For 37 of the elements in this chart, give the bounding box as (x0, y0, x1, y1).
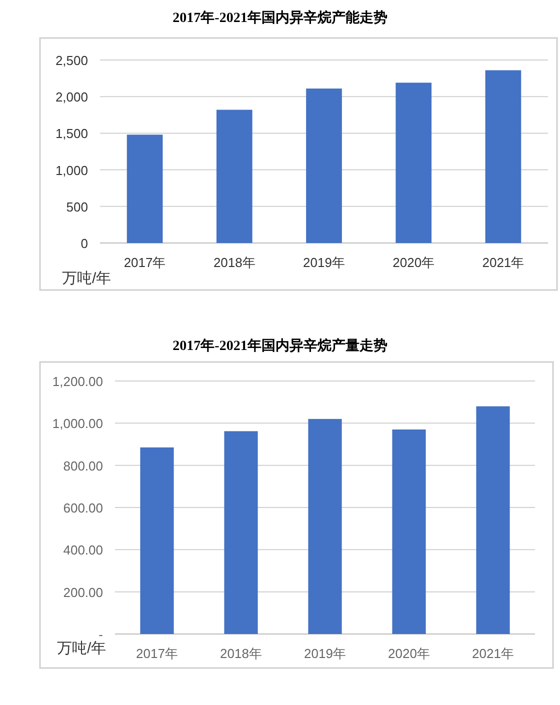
bar (306, 88, 342, 243)
bar (224, 431, 258, 634)
chart-title: 2017年-2021年国内异辛烷产能走势 (172, 9, 388, 26)
x-tick-label: 2019年 (304, 646, 346, 661)
y-tick-label: - (98, 627, 103, 642)
bar (392, 429, 426, 634)
bar (126, 134, 163, 243)
y-tick-label: 600.00 (63, 500, 103, 516)
x-tick-label: 2021年 (472, 646, 514, 661)
y-tick-label: 200.00 (63, 584, 103, 600)
y-tick-label: 0 (80, 236, 88, 251)
x-tick-label: 2020年 (392, 255, 435, 270)
y-tick-label: 800.00 (63, 458, 103, 474)
bar (396, 82, 432, 243)
x-tick-label: 2021年 (482, 255, 524, 270)
y-axis-title: 万吨/年 (62, 270, 112, 287)
bar (476, 406, 510, 634)
y-tick-label: 2,500 (55, 53, 88, 68)
y-tick-label: 2,000 (55, 90, 88, 105)
x-tick-label: 2017年 (136, 646, 178, 661)
y-axis-title: 万吨/年 (57, 640, 106, 657)
y-tick-label: 400.00 (63, 542, 103, 558)
y-tick-label: 1,500 (55, 126, 88, 142)
x-tick-label: 2020年 (388, 646, 430, 661)
y-tick-label: 500 (66, 199, 88, 214)
x-tick-label: 2017年 (124, 255, 166, 270)
bar (485, 70, 522, 243)
y-tick-label: 1,000 (55, 162, 88, 178)
x-tick-label: 2018年 (220, 646, 262, 661)
bar (216, 110, 252, 243)
x-tick-label: 2018年 (213, 255, 256, 270)
y-tick-label: 1,000.00 (52, 416, 103, 432)
y-tick-label: 1,200.00 (52, 374, 103, 389)
bar (308, 418, 342, 634)
chart-title: 2017年-2021年国内异辛烷产量走势 (172, 337, 388, 354)
x-tick-label: 2019年 (303, 255, 345, 270)
bar (140, 447, 174, 634)
